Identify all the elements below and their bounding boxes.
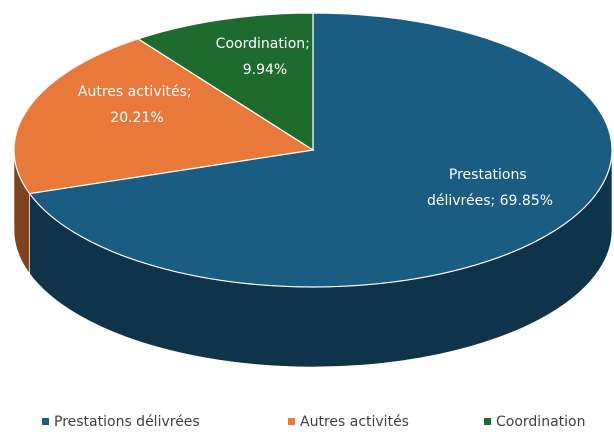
pie-slice — [136, 12, 314, 152]
data-labels: Prestations délivrées; 69.85% Autres acti… — [78, 36, 553, 209]
data-label: Coordination; 9.94% — [216, 36, 315, 78]
legend-label: Coordination — [496, 414, 585, 430]
pie-slice — [28, 12, 613, 288]
legend-label: Prestations délivrées — [54, 414, 200, 430]
data-label: Autres activités; 20.21% — [78, 84, 196, 126]
legend-swatch — [288, 418, 295, 425]
pie-slice — [13, 38, 315, 195]
pie — [13, 12, 613, 368]
data-label: Prestations délivrées; 69.85% — [427, 167, 553, 209]
legend-swatch — [484, 418, 491, 425]
legend-label: Autres activités — [300, 414, 409, 430]
legend: Prestations délivrées Autres activités Coo… — [42, 414, 585, 430]
legend-swatch — [42, 418, 49, 425]
